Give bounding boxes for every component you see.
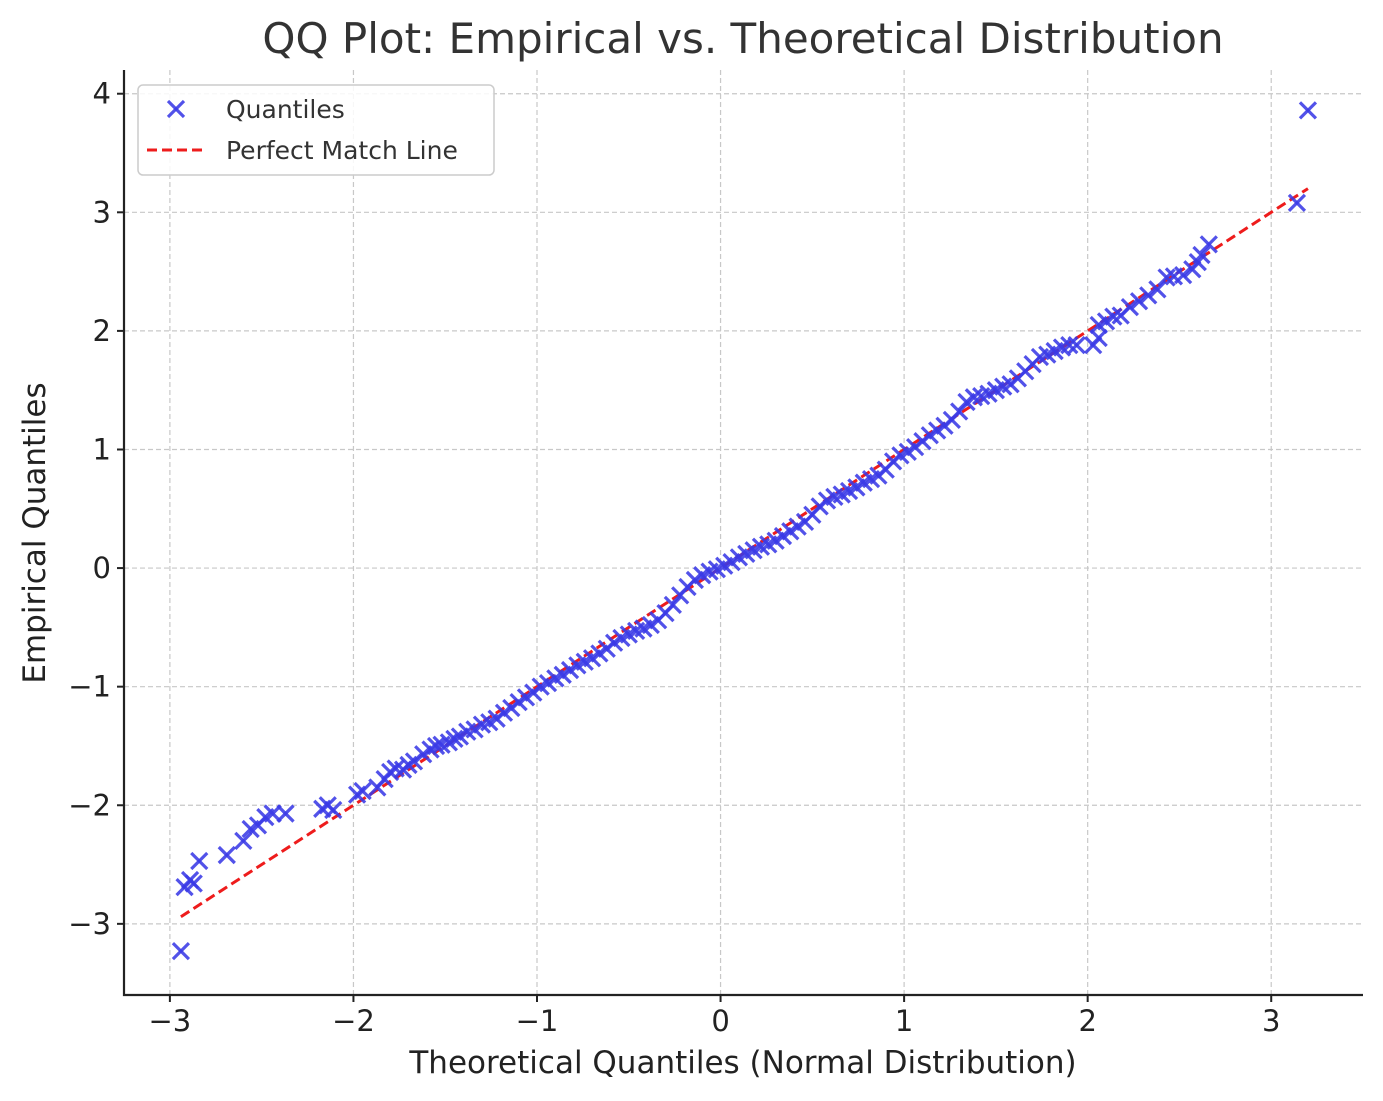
quantile-point [190,851,209,871]
quantile-point [1067,335,1086,355]
legend-label-quantiles: Quantiles [226,95,345,124]
y-tick-label: −2 [68,788,111,822]
y-axis-ticks: −3 −2 −1 0 1 2 3 4 [68,77,124,941]
quantile-point [445,729,464,748]
y-tick-label: 2 [93,314,111,348]
quantile-point [1129,292,1149,311]
quantile-point [217,845,236,865]
x-tick-label: −1 [516,1004,559,1038]
quantile-point [1287,193,1307,212]
quantile-point [1148,280,1167,299]
quantile-point [276,804,295,823]
quantile-point [1060,335,1079,355]
quantile-point [1173,266,1193,285]
y-tick-label: −1 [68,670,111,704]
x-tick-label: 2 [1078,1004,1096,1038]
y-tick-label: 1 [93,432,111,466]
quantile-point [324,800,343,820]
x-axis-ticks: −3 −2 −1 0 1 2 3 [149,995,1280,1038]
y-tick-label: 0 [93,551,111,585]
quantile-points-layer [171,101,1318,961]
legend-frame [137,84,495,176]
y-tick-label: 3 [93,195,111,229]
quantile-point [426,736,446,756]
quantile-point [184,874,203,893]
quantile-point [1192,245,1211,265]
quantile-point [171,941,191,961]
legend-label-perfect-match-line: Perfect Match Line [226,136,458,165]
x-axis-title: Theoretical Quantiles (Normal Distributi… [408,1045,1076,1081]
chart-title: QQ Plot: Empirical vs. Theoretical Distr… [262,14,1223,63]
axis-spines [122,70,1363,997]
grid-lines [124,70,1363,995]
y-axis-title: Empirical Quantiles [17,382,53,683]
x-tick-label: −2 [332,1004,375,1038]
x-tick-label: 1 [895,1004,913,1038]
quantile-point [1298,101,1318,120]
legend-marker-quantiles [166,99,186,119]
x-tick-label: −3 [149,1004,192,1038]
y-tick-label: 4 [93,77,111,111]
quantile-point [1139,286,1158,305]
quantile-point [353,781,372,801]
quantile-point [234,831,253,850]
x-tick-label: 0 [711,1004,729,1038]
quantile-point [1120,298,1140,317]
quantile-point [1089,328,1108,348]
x-tick-label: 3 [1262,1004,1280,1038]
legend: Quantiles Perfect Match Line [137,84,495,176]
quantile-point [1199,235,1218,254]
y-tick-label: −3 [68,907,111,941]
